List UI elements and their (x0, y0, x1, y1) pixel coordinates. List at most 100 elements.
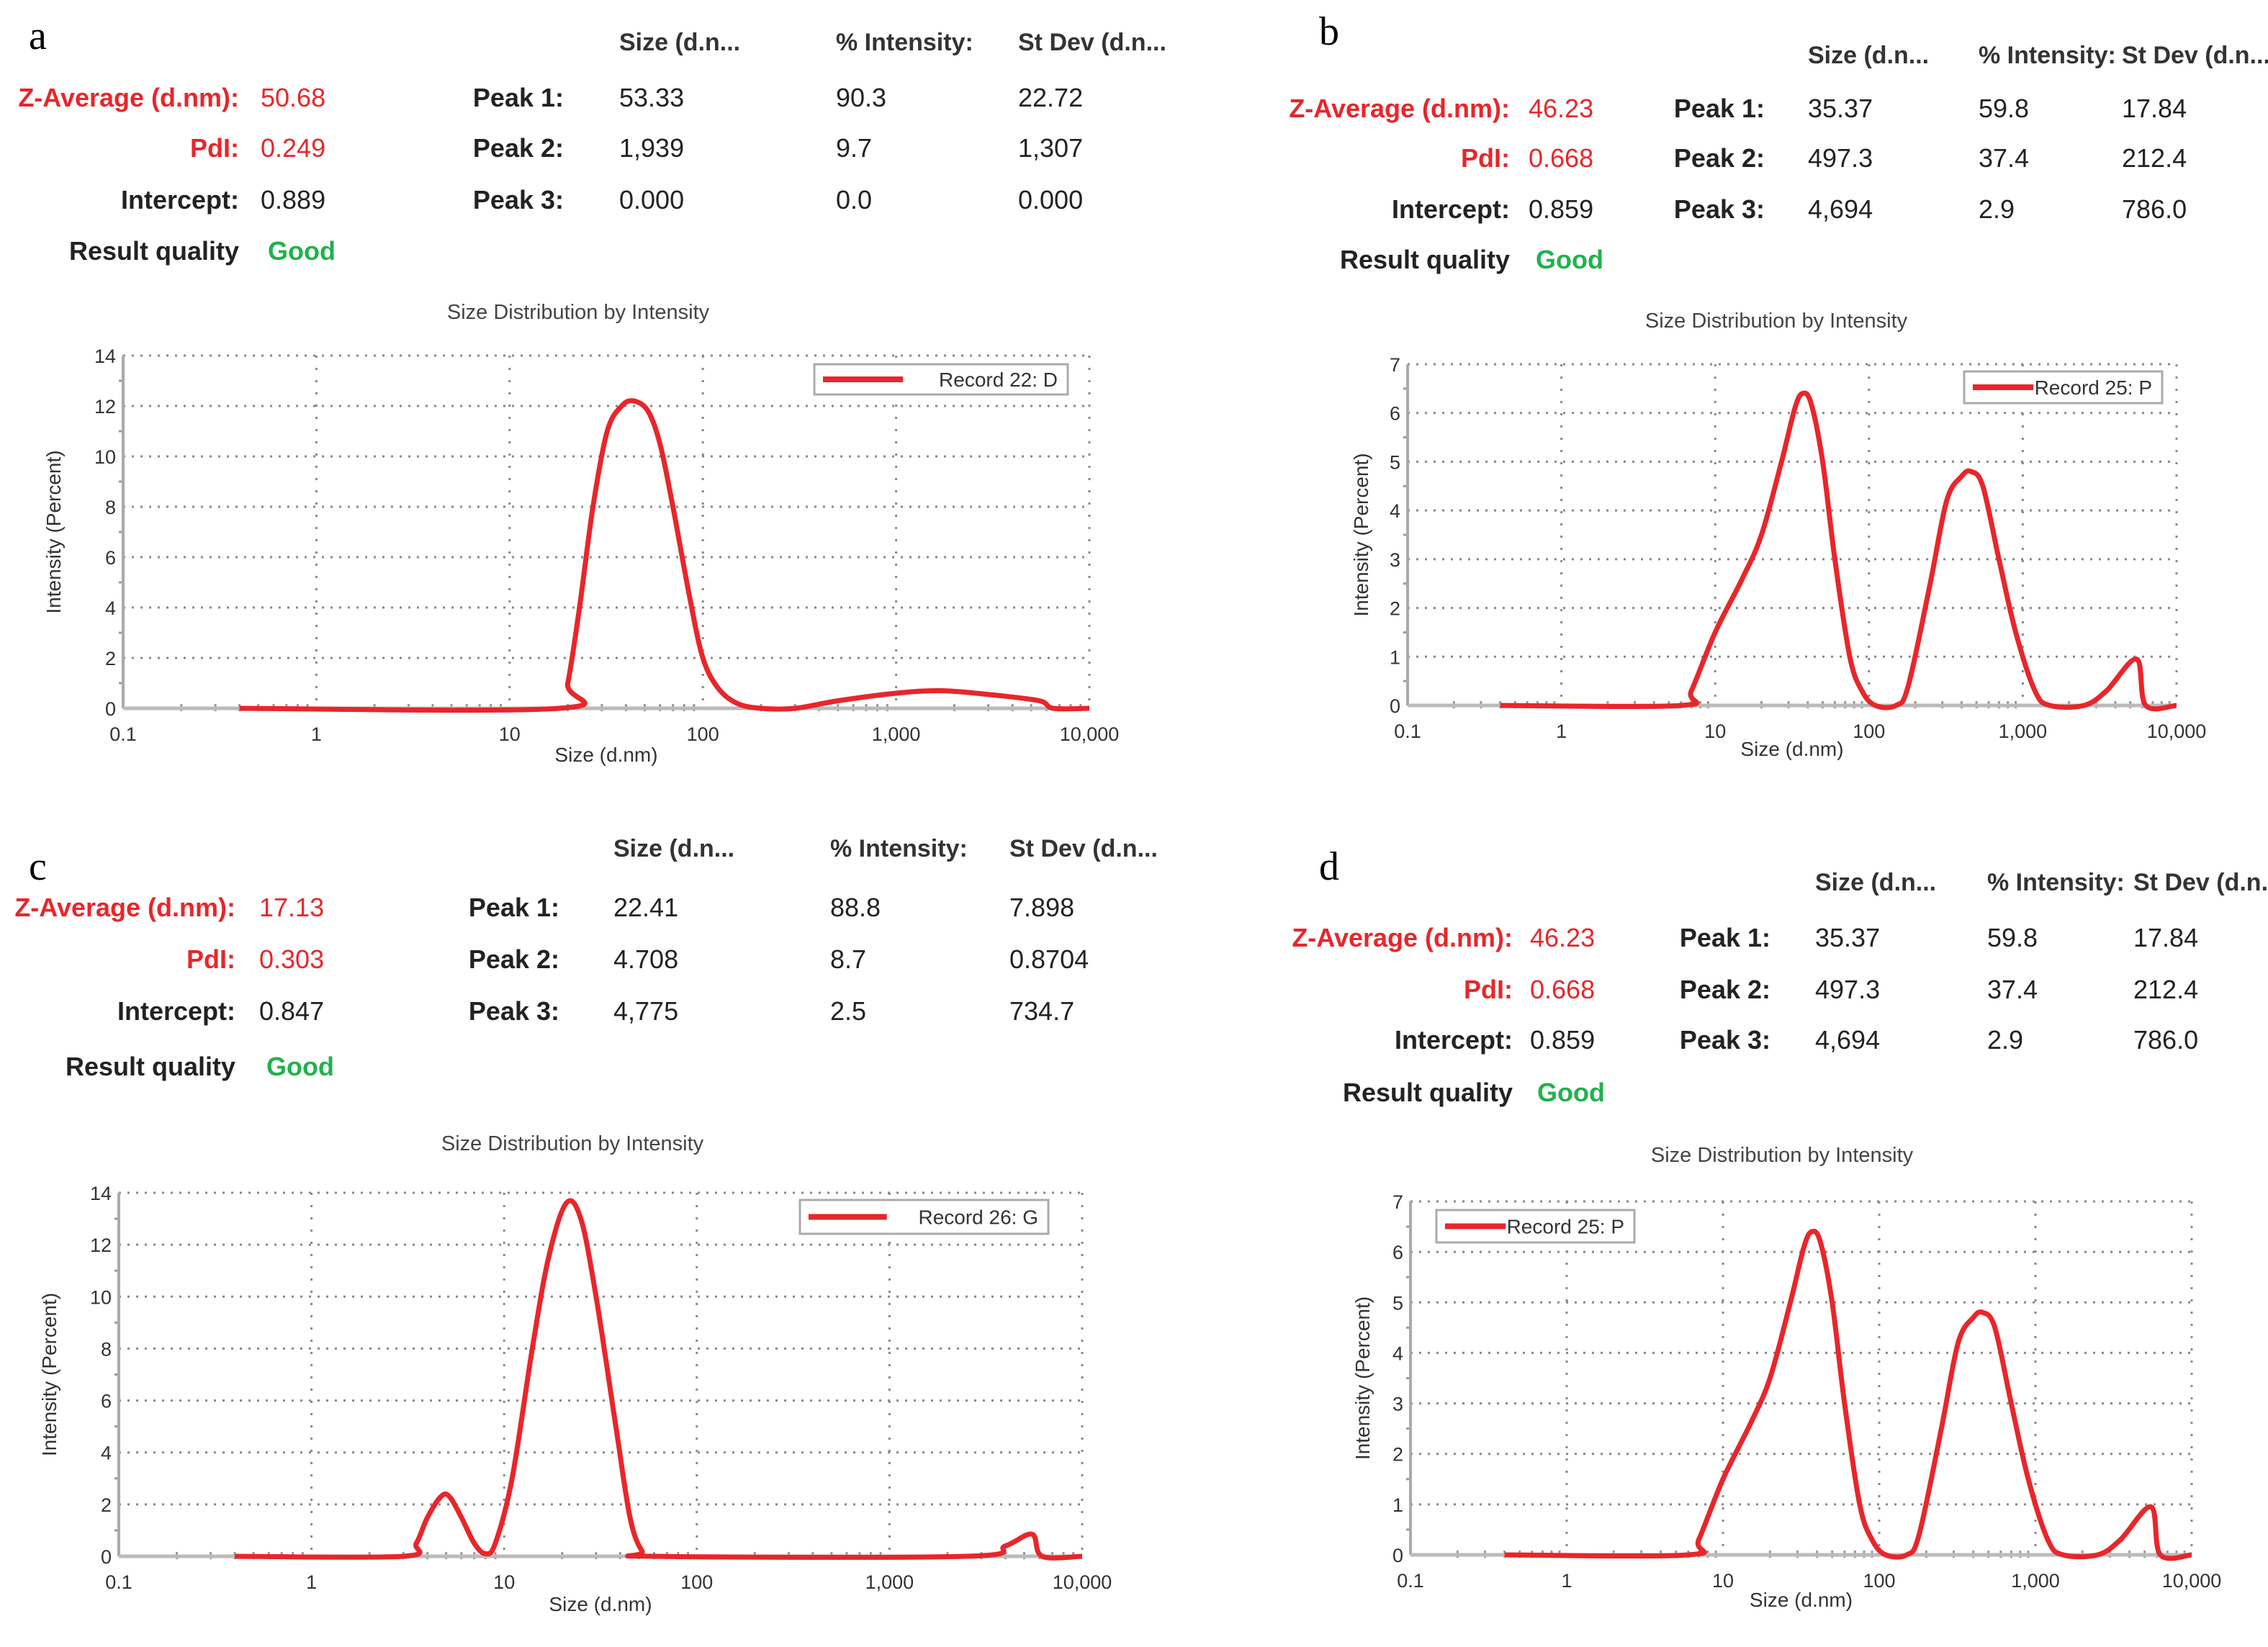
y-tick-label: 8 (105, 497, 116, 518)
y-tick-label: 3 (1390, 549, 1400, 571)
chart-d: 0 1 2 3 4 5 6 7 0.1 1 10 100 1,000 10,000 Size (d.nm) I… (1351, 1191, 2221, 1611)
peak-label: Peak 2: (1679, 975, 1770, 1004)
y-axis-label: Intensity (Percent) (1350, 453, 1372, 616)
peak-size: 4.708 (613, 944, 679, 974)
series-line (235, 1198, 1083, 1561)
pdi-value: 0.668 (1529, 143, 1594, 173)
chart-title: Size Distribution by Intensity (446, 301, 710, 324)
panel-label: a (29, 14, 47, 58)
y-tick-label: 14 (90, 1183, 112, 1204)
peak-stdev: 17.84 (2122, 94, 2187, 123)
x-axis-label: Size (d.nm) (549, 1593, 652, 1615)
peak-intensity: 90.3 (836, 83, 887, 112)
result-quality-label: Result quality (65, 1052, 235, 1081)
peak-intensity: 9.7 (836, 133, 873, 163)
y-tick-label: 5 (1390, 451, 1400, 473)
legend: Record 26: G (798, 1199, 1050, 1235)
peak-intensity: 59.8 (1979, 94, 2030, 123)
y-tick-label: 2 (101, 1494, 112, 1516)
header-stdev: St Dev (d.n... (1018, 29, 1166, 56)
y-axis-label: Intensity (Percent) (38, 1293, 60, 1456)
result-quality-value: Good (266, 1052, 334, 1081)
peak-intensity: 2.9 (1979, 194, 2015, 224)
x-tick-label: 1 (1561, 1570, 1572, 1592)
peak-stdev: 22.72 (1018, 83, 1084, 112)
pdi-value: 0.303 (259, 944, 325, 974)
z-average-value: 46.23 (1530, 923, 1596, 952)
x-tick-label: 100 (1853, 721, 1885, 742)
intercept-value: 0.859 (1530, 1025, 1596, 1055)
panel-label: d (1319, 844, 1339, 889)
result-quality-label: Result quality (68, 236, 239, 266)
legend: Record 22: D (813, 363, 1069, 396)
header-intensity: % Intensity: (1979, 42, 2116, 69)
peak-stdev: 7.898 (1009, 893, 1075, 922)
intercept-label: Intercept: (1394, 1025, 1513, 1055)
legend-label: Record 25: P (1507, 1216, 1624, 1238)
intercept-label: Intercept: (120, 185, 239, 215)
peak-size: 35.37 (1815, 923, 1881, 952)
x-tick-label: 1 (306, 1571, 317, 1593)
peak-label: Peak 2: (1673, 143, 1765, 173)
peak-stdev: 786.0 (2122, 194, 2187, 224)
y-tick-label: 2 (105, 648, 116, 669)
panel-label: c (29, 844, 47, 889)
chart-a: 0 2 4 6 8 10 12 14 0.1 1 10 100 1,000 10,000 Size (d.n… (42, 346, 1119, 766)
peak-label: Peak 3: (1673, 194, 1765, 224)
x-tick-label: 1,000 (2011, 1570, 2060, 1592)
peak-stdev: 17.84 (2133, 923, 2199, 952)
header-size: Size (d.n... (1815, 869, 1937, 896)
peak-label: Peak 2: (472, 133, 564, 163)
peak-intensity: 37.4 (1987, 975, 2038, 1004)
x-tick-label: 10,000 (2147, 721, 2207, 742)
z-average-value: 17.13 (259, 893, 325, 922)
peak-size: 497.3 (1808, 143, 1873, 173)
chart-title: Size Distribution by Intensity (1650, 1144, 1914, 1167)
x-tick-label: 0.1 (105, 1571, 132, 1593)
panel-label: b (1319, 9, 1339, 54)
intercept-value: 0.859 (1529, 194, 1594, 224)
peak-stdev: 0.000 (1018, 185, 1084, 215)
z-average-label: Z-Average (d.nm): (1289, 94, 1510, 123)
x-tick-label: 10,000 (1053, 1571, 1112, 1593)
x-tick-label: 10 (493, 1571, 515, 1593)
y-tick-label: 1 (1392, 1494, 1403, 1516)
y-tick-label: 2 (1390, 598, 1400, 620)
y-axis-label: Intensity (Percent) (42, 450, 65, 613)
header-intensity: % Intensity: (830, 835, 968, 862)
header-stdev: St Dev (d.n... (2122, 42, 2268, 69)
legend-label: Record 22: D (939, 369, 1058, 391)
z-average-label: Z-Average (d.nm): (14, 893, 235, 922)
y-tick-label: 0 (101, 1546, 112, 1568)
pdi-label: PdI: (1461, 143, 1510, 173)
peak-size: 53.33 (619, 83, 685, 112)
x-tick-label: 0.1 (1397, 1570, 1424, 1592)
peak-size: 4,694 (1815, 1025, 1881, 1055)
pdi-value: 0.668 (1530, 975, 1596, 1004)
result-quality-label: Result quality (1339, 245, 1510, 274)
header-size: Size (d.n... (619, 29, 741, 56)
y-tick-label: 5 (1392, 1292, 1403, 1314)
peak-label: Peak 3: (472, 185, 564, 215)
x-tick-label: 1,000 (865, 1571, 914, 1593)
y-tick-label: 10 (90, 1286, 112, 1308)
peak-intensity: 59.8 (1987, 923, 2038, 952)
peak-intensity: 2.9 (1987, 1025, 2024, 1055)
series-line (239, 398, 1090, 713)
peak-size: 1,939 (619, 133, 685, 163)
peak-label: Peak 1: (472, 83, 564, 112)
y-tick-label: 3 (1392, 1394, 1403, 1415)
y-tick-label: 7 (1392, 1191, 1403, 1213)
peak-size: 4,694 (1808, 194, 1873, 224)
y-tick-label: 6 (1390, 403, 1400, 425)
peak-stdev: 0.8704 (1009, 944, 1089, 974)
x-tick-label: 1 (311, 723, 322, 745)
x-tick-label: 1,000 (872, 723, 921, 745)
result-quality-value: Good (1537, 1078, 1605, 1107)
header-size: Size (d.n... (613, 835, 735, 862)
y-tick-label: 0 (105, 698, 116, 720)
x-axis-label: Size (d.nm) (1740, 738, 1843, 760)
legend: Record 25: P (1963, 370, 2164, 405)
peak-stdev: 734.7 (1009, 996, 1075, 1026)
x-tick-label: 1 (1556, 721, 1567, 742)
